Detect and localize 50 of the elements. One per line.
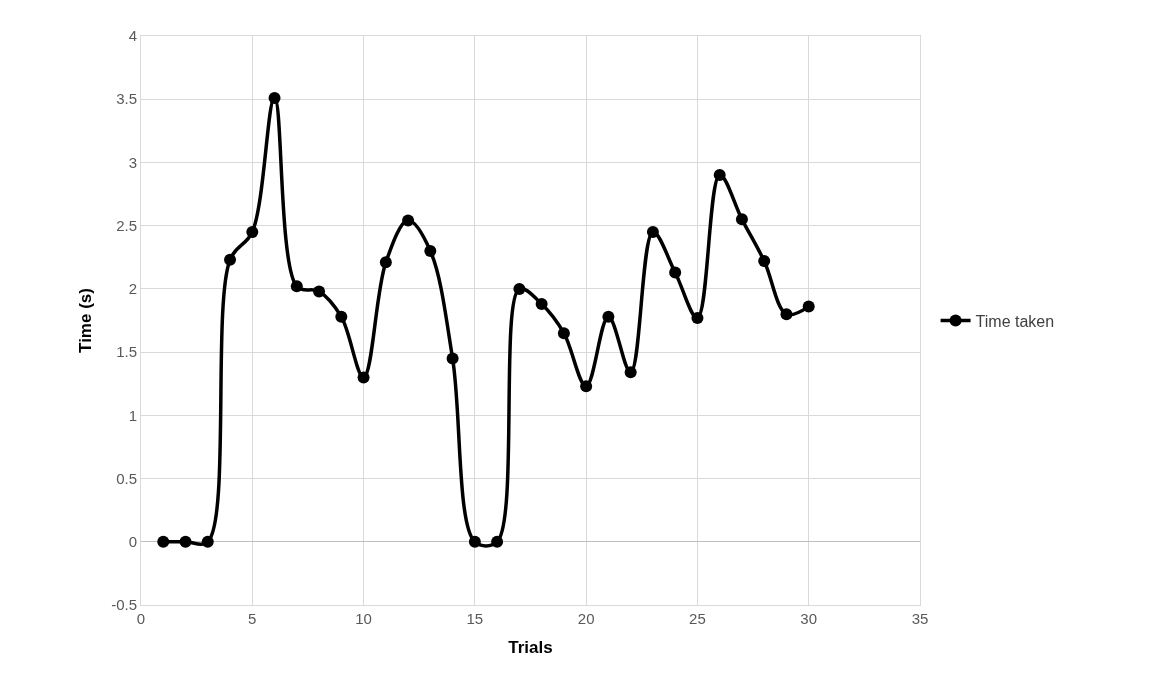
x-tick-label: 5 xyxy=(248,610,257,627)
point xyxy=(402,214,415,227)
point xyxy=(246,225,259,238)
point xyxy=(535,298,548,311)
point xyxy=(290,280,303,293)
x-tick-label: 20 xyxy=(577,610,595,627)
point xyxy=(624,366,637,379)
point xyxy=(335,310,348,323)
point xyxy=(669,266,682,279)
point xyxy=(446,352,459,365)
y-tick-label: 4 xyxy=(128,27,137,45)
point xyxy=(802,300,815,313)
x-tick-label: 15 xyxy=(466,610,484,627)
y-tick-label: 3.5 xyxy=(116,90,137,108)
y-tick-label: 3 xyxy=(128,153,137,171)
point xyxy=(713,169,726,182)
point xyxy=(357,371,370,384)
y-axis-title: Time (s) xyxy=(75,288,95,353)
y-tick-label: 1 xyxy=(128,406,137,424)
point xyxy=(313,285,326,298)
y-tick-label: 2 xyxy=(128,280,137,298)
point xyxy=(268,91,281,104)
point xyxy=(157,535,170,548)
point xyxy=(580,380,593,393)
point xyxy=(646,225,659,238)
x-tick-label: 10 xyxy=(355,610,372,627)
point xyxy=(602,310,615,323)
point xyxy=(379,256,392,269)
point xyxy=(224,253,237,266)
point xyxy=(691,311,704,324)
y-tick-label: 2.5 xyxy=(116,216,137,234)
point xyxy=(557,327,570,340)
point xyxy=(513,282,526,295)
point xyxy=(201,535,214,548)
point xyxy=(780,308,793,321)
x-tick-label: 30 xyxy=(800,610,818,627)
point xyxy=(424,244,437,257)
x-axis-title: Trials xyxy=(508,638,553,658)
x-tick-label: 35 xyxy=(911,610,929,627)
y-tick-label: 0 xyxy=(128,533,137,551)
y-tick-label: 1.5 xyxy=(116,343,137,361)
point xyxy=(758,255,771,268)
point xyxy=(468,535,481,548)
point xyxy=(735,213,748,226)
point xyxy=(179,535,192,548)
y-tick-label: 0.5 xyxy=(116,469,137,487)
y-tick-label: -0.5 xyxy=(111,596,137,614)
x-tick-label: 25 xyxy=(689,610,706,627)
legend-label: Time taken xyxy=(975,312,1055,330)
point xyxy=(491,535,504,548)
